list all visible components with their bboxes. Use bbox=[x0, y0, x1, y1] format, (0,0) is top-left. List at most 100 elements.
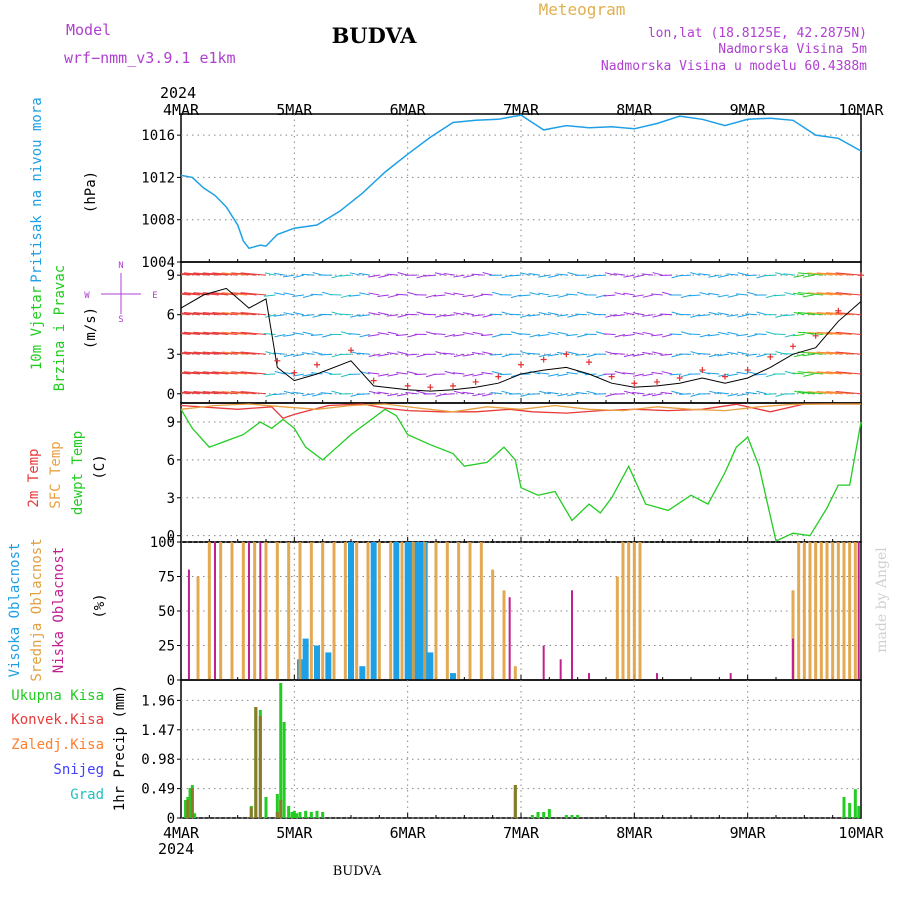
wind-arrow bbox=[292, 294, 304, 297]
wind-arrow bbox=[202, 292, 229, 296]
wind-arrow bbox=[539, 390, 550, 395]
cloud-mid-bar bbox=[491, 569, 495, 680]
wind-arrow bbox=[807, 391, 833, 395]
precip-conv-bar bbox=[186, 800, 190, 818]
wind-arrow bbox=[520, 314, 531, 318]
wind-arrow bbox=[322, 333, 333, 338]
gust-marker bbox=[586, 359, 592, 366]
wind-arrow bbox=[183, 272, 210, 276]
wind-arrow bbox=[181, 293, 191, 296]
wind-arrow bbox=[193, 272, 219, 276]
wind-arrow bbox=[548, 373, 559, 377]
wind-arrow bbox=[816, 311, 843, 316]
cloud-high-bar bbox=[427, 652, 434, 680]
cloud-mid-bar bbox=[513, 666, 517, 680]
precip-total-bar bbox=[287, 806, 291, 818]
wind-arrow bbox=[301, 273, 314, 276]
wind-arrow bbox=[312, 393, 323, 397]
gust-marker bbox=[744, 367, 751, 374]
wind-arrow bbox=[737, 314, 748, 318]
wind-arrow bbox=[181, 352, 191, 355]
bottom-axis-tick-labels: 4MAR 5MAR 6MAR 7MAR 8MAR 9MAR 10MAR bbox=[163, 824, 885, 842]
cloud-high-bar bbox=[348, 542, 354, 680]
wind-arrow bbox=[320, 353, 333, 356]
wind-arrow bbox=[350, 314, 361, 318]
wind-arrow bbox=[453, 312, 465, 316]
cloud-mid-bar bbox=[355, 542, 359, 680]
wind-arrow bbox=[641, 273, 654, 276]
wind-arrow bbox=[181, 333, 182, 335]
wind-arrow bbox=[727, 294, 739, 298]
wind-arrow bbox=[624, 390, 635, 395]
wind-arrow bbox=[442, 393, 455, 395]
compass-s: S bbox=[118, 315, 123, 325]
wind-arrow bbox=[183, 371, 210, 375]
wind-arrow bbox=[444, 292, 455, 296]
wind-arrow bbox=[565, 293, 578, 296]
wind-side-label: 10m Vjetar Brzina i Pravac (m/s) N S E W bbox=[29, 261, 158, 391]
wind-arrow bbox=[231, 272, 257, 276]
wind-arrow bbox=[707, 333, 720, 337]
wind-arrow bbox=[802, 274, 814, 278]
wind-arrow bbox=[181, 352, 200, 355]
cloud-mid-bar bbox=[842, 542, 846, 680]
wind-arrow bbox=[292, 332, 304, 335]
wind-arrow bbox=[482, 272, 493, 276]
model-label: Model bbox=[66, 21, 111, 39]
wind-arrow bbox=[221, 272, 248, 276]
cloud-ytick-label: 0 bbox=[167, 673, 175, 689]
wind-arrow bbox=[368, 333, 380, 337]
cloud-mid-bar bbox=[638, 542, 642, 680]
wind-arrow bbox=[377, 312, 389, 316]
precip-total-bar bbox=[853, 789, 857, 818]
precip-total-bar bbox=[184, 800, 188, 818]
cloud-ytick-label: 75 bbox=[158, 570, 175, 586]
wind-arrow bbox=[717, 312, 729, 316]
top-tick-label: 5MAR bbox=[276, 101, 313, 119]
wind-arrow bbox=[835, 331, 861, 335]
wind-arrow bbox=[548, 274, 559, 278]
precip-total-bar bbox=[188, 788, 192, 818]
wind-arrow bbox=[605, 272, 616, 276]
wind-arrow bbox=[816, 391, 843, 395]
wind-arrow bbox=[273, 393, 285, 396]
gust-marker bbox=[291, 369, 298, 376]
wind-arrow bbox=[816, 292, 843, 296]
wind-arrow bbox=[471, 314, 484, 317]
wind-arrow bbox=[717, 391, 729, 395]
cloud-mid-bar bbox=[196, 576, 200, 680]
wind-arrow bbox=[708, 353, 720, 358]
wind-arrow bbox=[397, 351, 408, 355]
wind-arrow bbox=[538, 292, 550, 296]
wind-arrow bbox=[471, 273, 484, 276]
cloud-mid-bar bbox=[445, 542, 449, 680]
precip-total-bar bbox=[536, 812, 540, 818]
wind-arrow bbox=[746, 291, 758, 296]
wind-arrow bbox=[462, 391, 474, 395]
cloud-mid-bar bbox=[309, 542, 313, 680]
wind-arrow bbox=[386, 352, 399, 355]
wind-arrow bbox=[359, 292, 370, 296]
temp-label-2m: 2m Temp bbox=[26, 448, 42, 507]
compass-w: W bbox=[84, 291, 90, 301]
wind-arrow bbox=[642, 373, 654, 377]
cloud-high-bar bbox=[325, 652, 332, 680]
wind-arrow bbox=[632, 353, 644, 357]
wind-arrow bbox=[181, 332, 200, 335]
wind-arrow bbox=[221, 371, 248, 375]
wind-arrow bbox=[707, 372, 720, 375]
bottom-tick-label: 5MAR bbox=[276, 824, 313, 842]
wind-arrow bbox=[603, 294, 616, 297]
wind-arrow bbox=[240, 391, 267, 395]
wind-arrow bbox=[293, 311, 304, 316]
cloud-high-bar bbox=[370, 542, 377, 680]
wind-arrow bbox=[491, 371, 503, 375]
cloud-mid-bar bbox=[207, 542, 211, 680]
cloud-high-bar bbox=[393, 542, 400, 680]
cloud-mid-bar bbox=[797, 542, 801, 680]
cloud-high-bar bbox=[404, 542, 411, 680]
wind-arrow bbox=[302, 294, 314, 298]
wind-arrow bbox=[632, 312, 644, 316]
wind-arrow bbox=[718, 373, 729, 377]
cloud-mid-bar bbox=[791, 590, 795, 680]
